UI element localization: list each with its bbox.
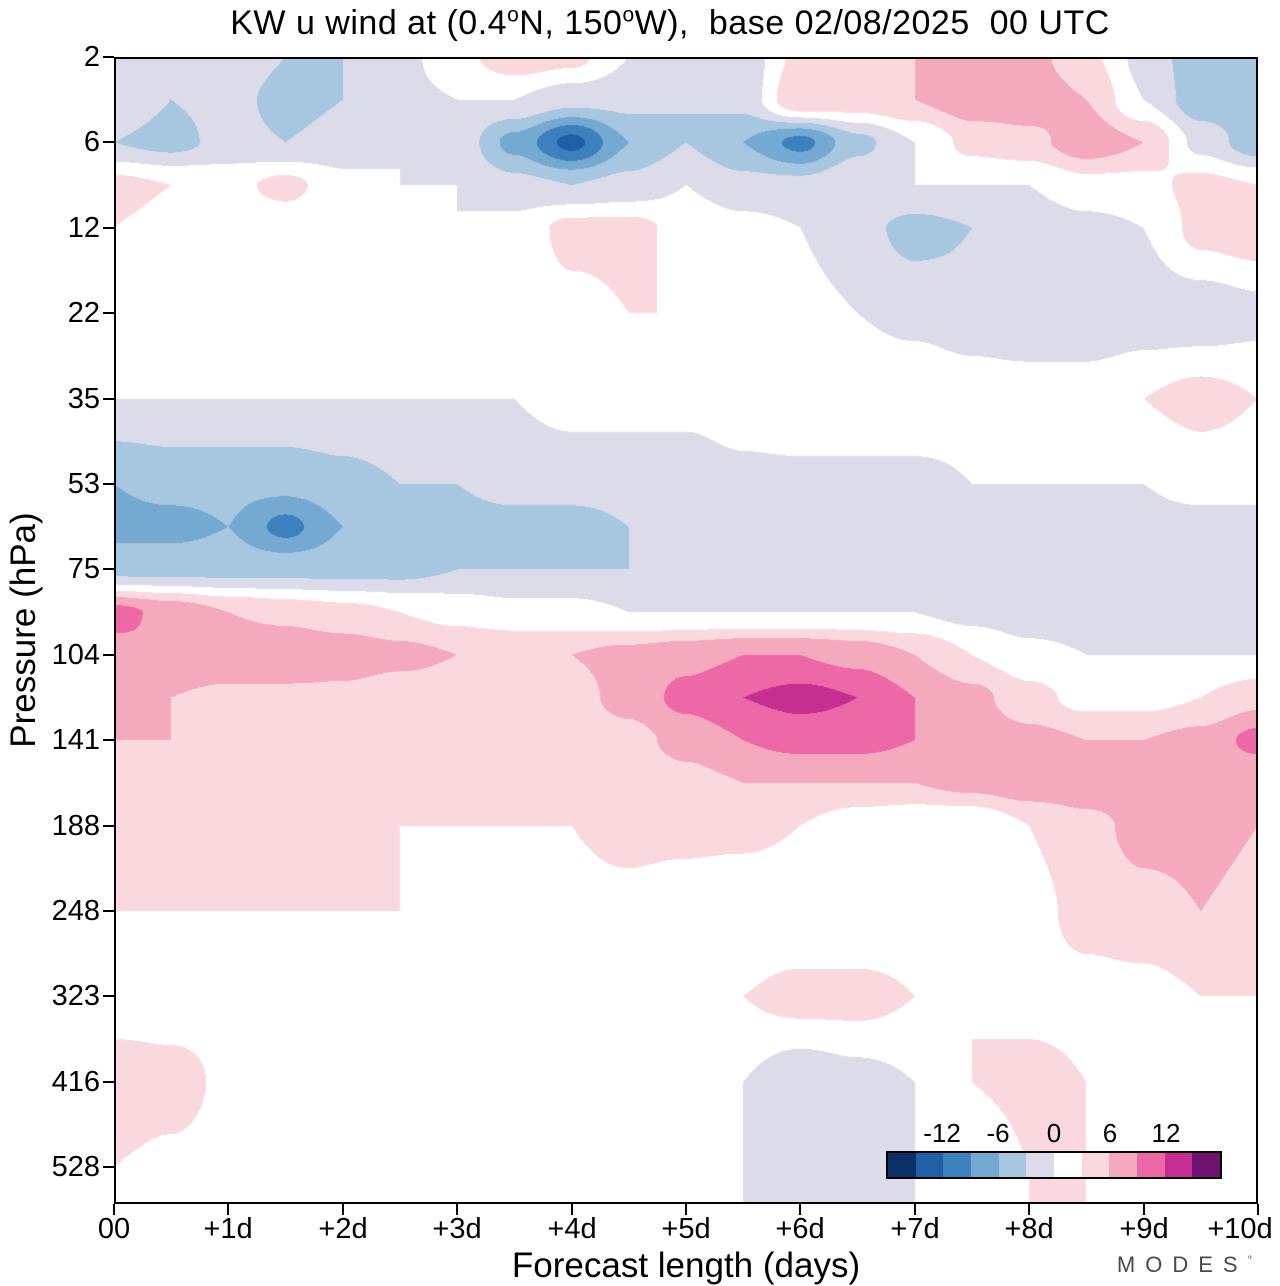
colorbar-bar [886, 1151, 1222, 1179]
colorbar-segment [998, 1153, 1027, 1177]
modes-text: MODES [1116, 1252, 1248, 1277]
y-tick-mark [103, 739, 114, 741]
y-tick-label: 141 [51, 724, 100, 756]
colorbar-segment [888, 1153, 916, 1177]
chart-title: KW u wind at (0.4oN, 150oW), base 02/08/… [80, 4, 1260, 43]
x-tick-label: +2d [318, 1213, 368, 1245]
y-tick-label: 416 [51, 1066, 100, 1098]
colorbar-segment [943, 1153, 972, 1177]
y-tick-label: 248 [51, 895, 100, 927]
y-tick-label: 6 [83, 126, 100, 158]
x-axis-label: Forecast length (days) [511, 1246, 861, 1285]
colorbar-tick-label: -12 [923, 1118, 961, 1148]
title-text: N, 150 [519, 4, 623, 42]
degree-sup-icon: o [622, 3, 635, 27]
x-tick-mark [342, 1204, 344, 1215]
y-tick-mark [103, 312, 114, 314]
contour-field-canvas [114, 57, 1258, 1204]
y-tick-label: 188 [51, 810, 100, 842]
y-tick-label: 75 [67, 553, 100, 585]
y-tick-label: 2 [83, 41, 100, 73]
x-tick-label: +1d [203, 1213, 253, 1245]
colorbar-segment [1026, 1153, 1055, 1177]
y-tick-mark [103, 1081, 114, 1083]
plot-area: -12 -6 0 6 12 [114, 57, 1258, 1204]
x-tick-mark [571, 1204, 573, 1215]
y-tick-label: 323 [51, 980, 100, 1012]
colorbar-segment [1164, 1153, 1193, 1177]
y-axis-label: Pressure (hPa) [4, 512, 43, 748]
x-tick-label: +8d [1004, 1213, 1054, 1245]
y-tick-label: 528 [51, 1151, 100, 1183]
x-tick-mark [799, 1204, 801, 1215]
y-tick-label: 22 [67, 297, 100, 329]
x-tick-mark [1257, 1204, 1259, 1215]
y-tick-mark [103, 398, 114, 400]
y-tick-mark [103, 654, 114, 656]
title-text: W), base 02/08/2025 00 UTC [634, 4, 1110, 42]
y-tick-mark [103, 825, 114, 827]
y-tick-mark [103, 227, 114, 229]
colorbar-segment [1109, 1153, 1138, 1177]
colorbar-tick-label: 12 [1151, 1118, 1181, 1148]
y-tick-mark [103, 1166, 114, 1168]
colorbar-segment [1081, 1153, 1110, 1177]
x-tick-label: +4d [547, 1213, 597, 1245]
y-tick-mark [103, 56, 114, 58]
colorbar-tick-label: 6 [1102, 1118, 1118, 1148]
x-tick-label: +6d [775, 1213, 825, 1245]
x-tick-label: +5d [661, 1213, 711, 1245]
x-tick-label: +3d [432, 1213, 482, 1245]
x-tick-mark [1143, 1204, 1145, 1215]
y-tick-mark [103, 568, 114, 570]
y-tick-mark [103, 995, 114, 997]
x-tick-mark [685, 1204, 687, 1215]
y-tick-mark [103, 910, 114, 912]
x-tick-mark [1028, 1204, 1030, 1215]
colorbar-segment [1192, 1153, 1221, 1177]
x-tick-label: +10d [1207, 1213, 1273, 1245]
colorbar-tick-label: -6 [986, 1118, 1010, 1148]
colorbar-labels: -12 -6 0 6 12 [886, 1119, 1222, 1149]
x-tick-mark [113, 1204, 115, 1215]
colorbar-segment [1137, 1153, 1165, 1177]
x-tick-mark [227, 1204, 229, 1215]
x-tick-label: +7d [890, 1213, 940, 1245]
colorbar-segment [1054, 1153, 1082, 1177]
colorbar: -12 -6 0 6 12 [886, 1119, 1222, 1181]
modes-watermark: MODES° [1117, 1252, 1252, 1278]
modes-degree-icon: ° [1247, 1254, 1252, 1267]
degree-sup-icon: o [507, 3, 520, 27]
colorbar-segment [915, 1153, 944, 1177]
x-tick-mark [456, 1204, 458, 1215]
y-tick-label: 104 [51, 639, 100, 671]
title-text: KW u wind at (0.4 [230, 4, 508, 42]
colorbar-tick-label: 0 [1046, 1118, 1062, 1148]
y-tick-label: 35 [67, 383, 100, 415]
y-tick-mark [103, 483, 114, 485]
x-tick-label: 00 [97, 1213, 131, 1245]
y-tick-mark [103, 141, 114, 143]
y-tick-label: 53 [67, 468, 100, 500]
x-tick-mark [914, 1204, 916, 1215]
colorbar-segment [971, 1153, 999, 1177]
y-tick-label: 12 [67, 212, 100, 244]
x-tick-label: +9d [1119, 1213, 1169, 1245]
